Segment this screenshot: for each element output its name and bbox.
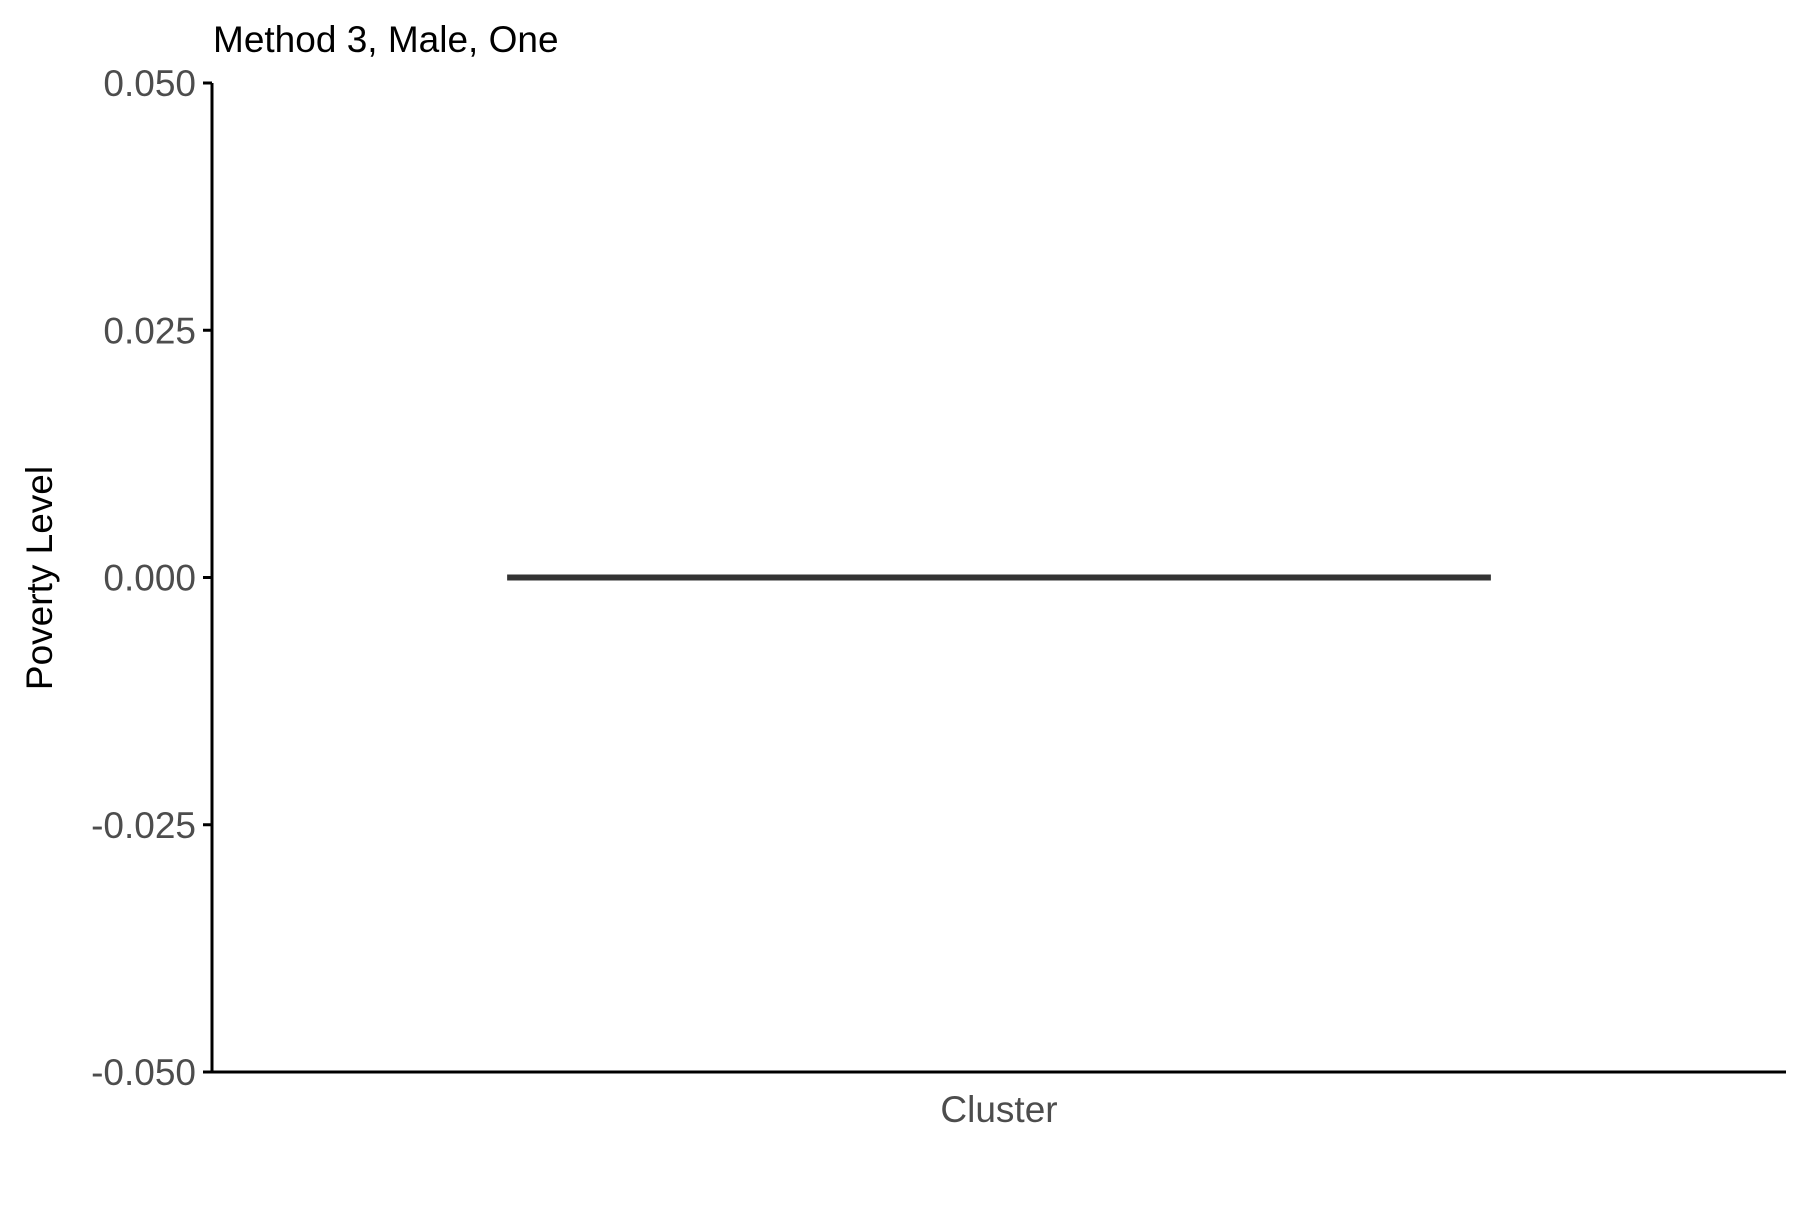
y-tick-label: 0.000 [103, 558, 196, 599]
y-tick-label: 0.025 [103, 310, 196, 351]
y-axis-ticks: -0.050 -0.025 0.000 0.025 0.050 [91, 63, 212, 1093]
y-tick-label: -0.050 [91, 1052, 196, 1093]
chart-title: Method 3, Male, One [213, 19, 559, 60]
x-axis-ticks: Cluster [940, 1089, 1057, 1130]
y-axis-label: Poverty Level [19, 466, 60, 690]
y-tick-label: 0.050 [103, 63, 196, 104]
y-tick-label: -0.025 [91, 805, 196, 846]
x-tick-label: Cluster [940, 1089, 1057, 1130]
